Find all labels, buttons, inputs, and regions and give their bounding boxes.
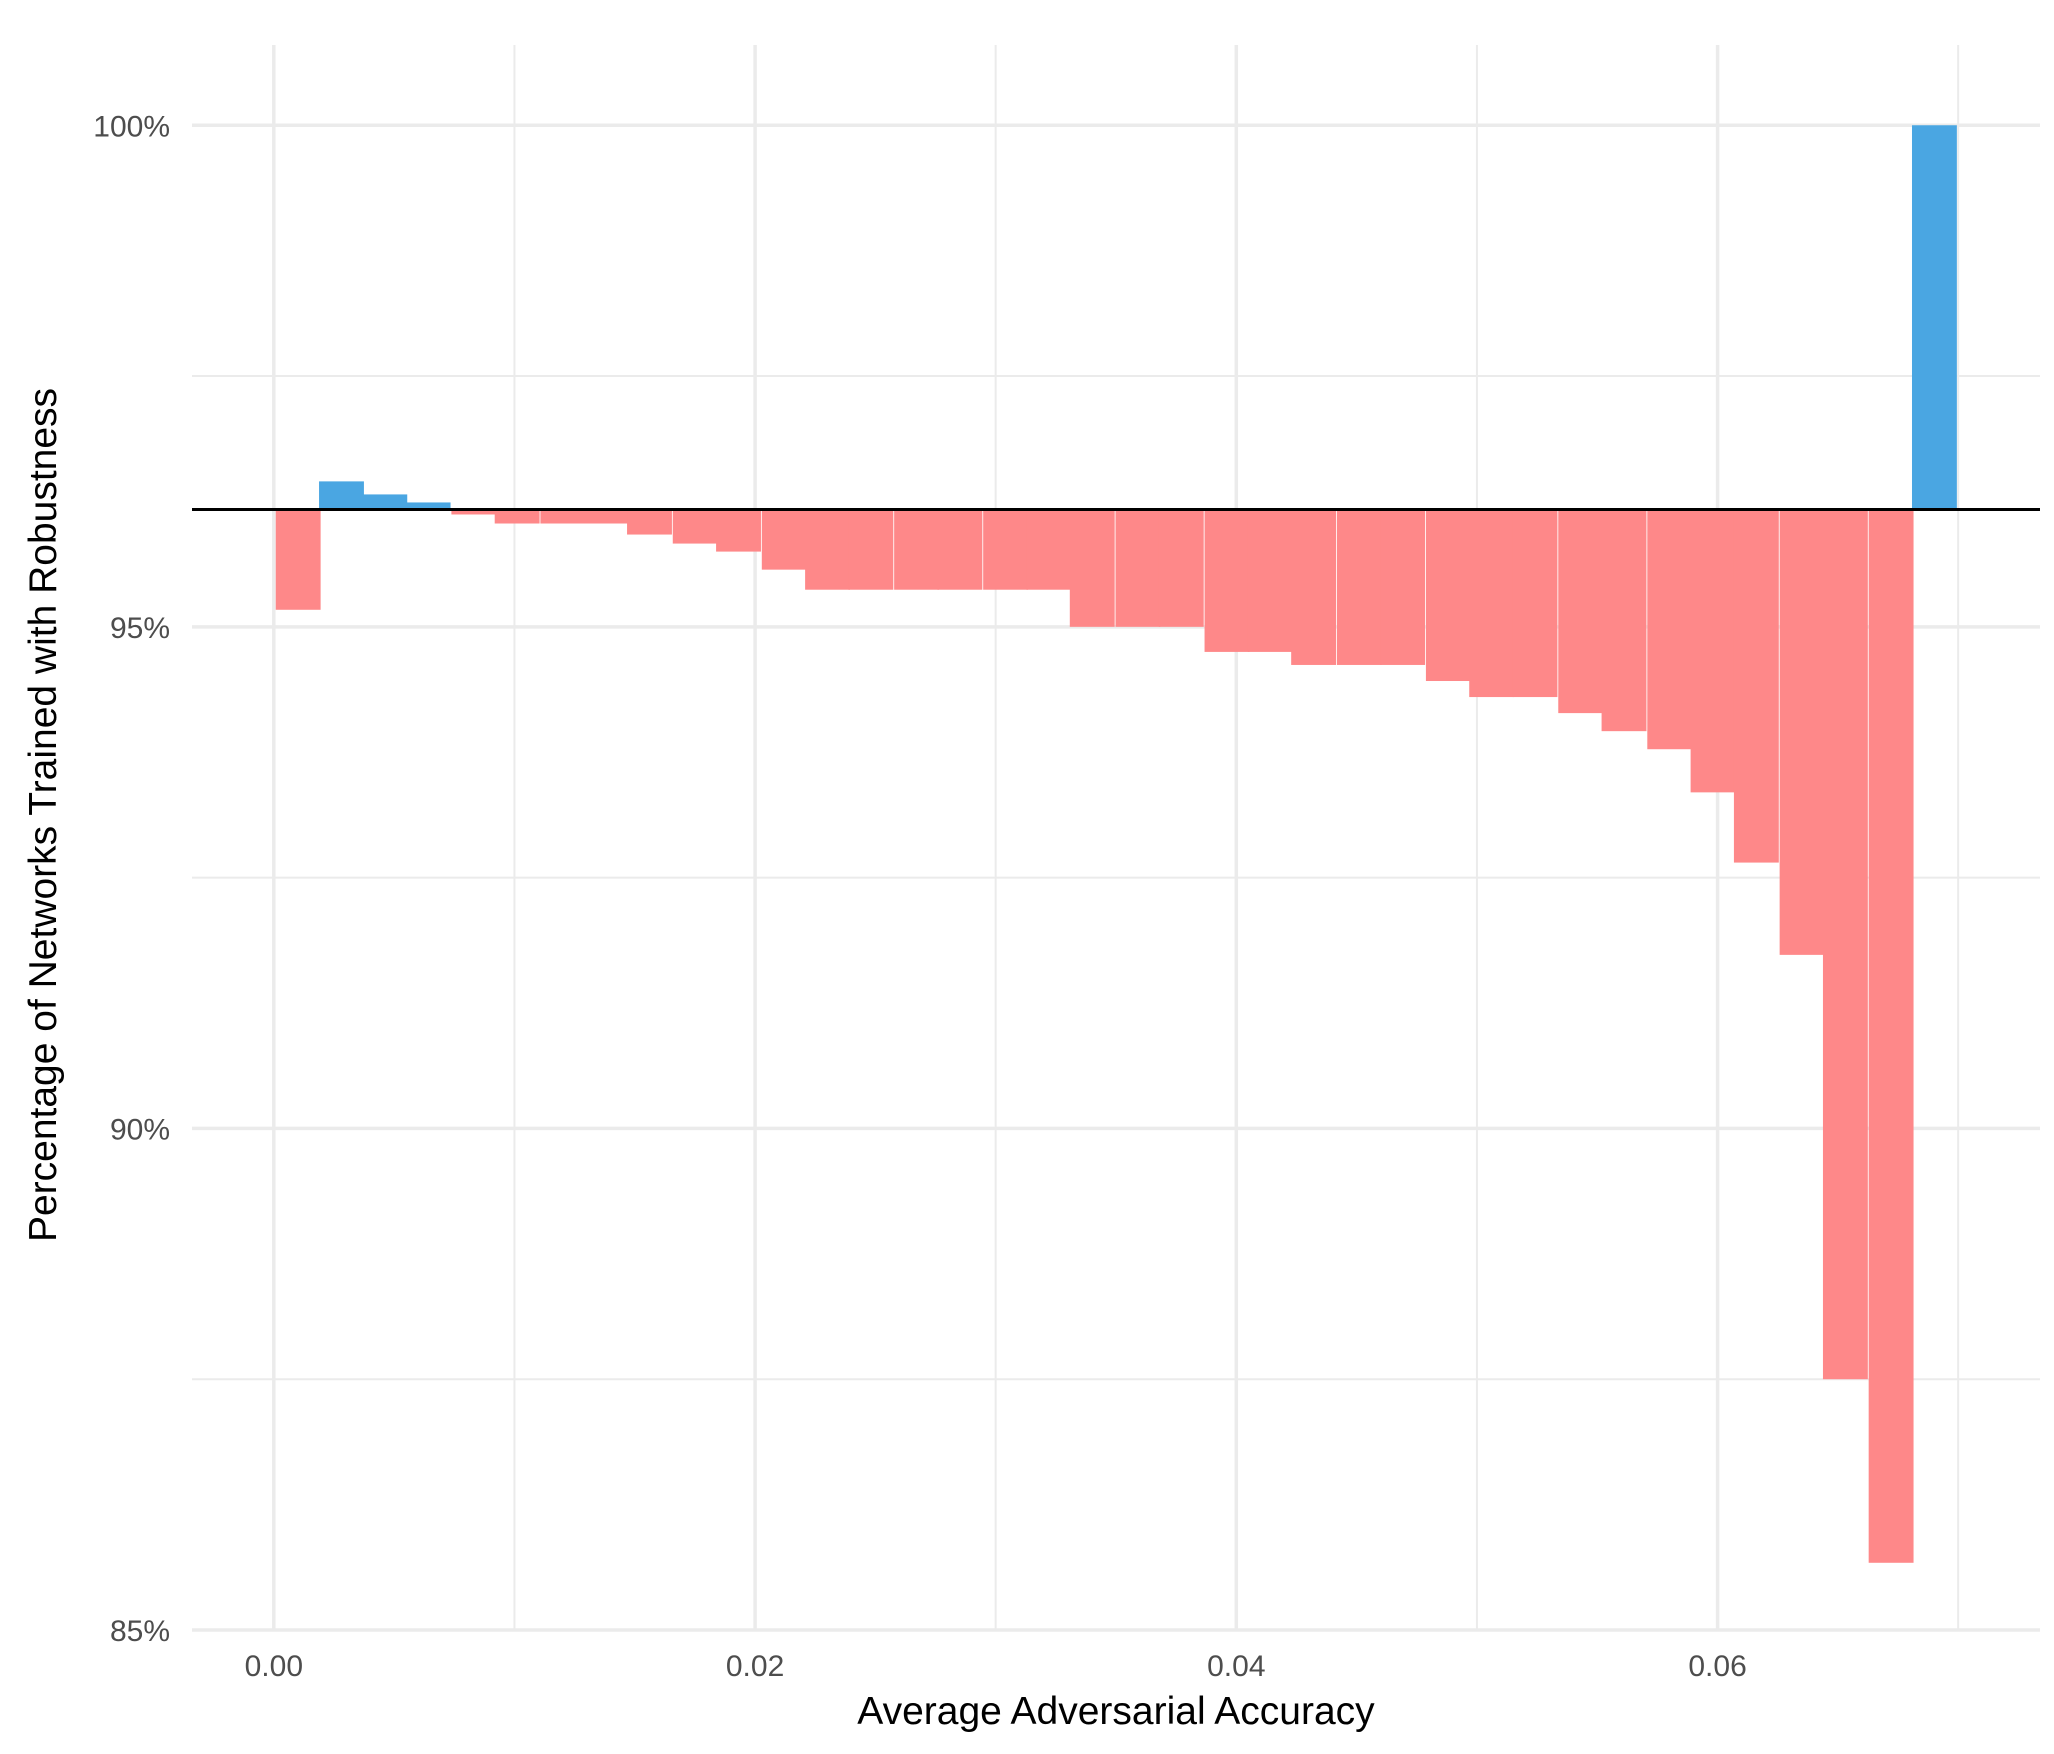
bar (716, 509, 761, 552)
bar (1069, 509, 1115, 627)
y-tick-label: 95% (110, 612, 170, 645)
bar (1425, 509, 1471, 682)
bar (805, 509, 850, 590)
bar (1336, 509, 1382, 665)
bar (275, 509, 321, 610)
bar (672, 509, 718, 544)
x-axis-title: Average Adversarial Accuracy (857, 1690, 1375, 1733)
bar (362, 494, 408, 510)
bar (1779, 509, 1825, 955)
bar (540, 509, 586, 524)
y-tick-label: 90% (110, 1113, 170, 1146)
bar (1115, 509, 1161, 627)
bar (1690, 509, 1736, 793)
bar (583, 509, 629, 524)
bar (894, 509, 940, 590)
x-tick-label: 0.02 (726, 1650, 784, 1683)
bar (1558, 509, 1604, 714)
x-tick-label: 0.06 (1688, 1650, 1746, 1683)
bar (983, 509, 1029, 590)
bar (1026, 509, 1072, 590)
bar (937, 509, 983, 590)
y-tick-label: 100% (93, 110, 170, 143)
bar (319, 481, 364, 510)
bar (1469, 509, 1515, 698)
bar (848, 509, 894, 590)
bar (1291, 509, 1337, 665)
bar (1601, 509, 1647, 732)
x-axis-tick-labels: 0.00 0.02 0.04 0.06 (245, 1650, 1747, 1683)
bar (627, 509, 672, 535)
bar (1647, 509, 1693, 750)
bar (494, 509, 540, 524)
bar (1247, 509, 1293, 652)
bar (1733, 509, 1779, 863)
bar (1380, 509, 1426, 665)
bar (1911, 125, 1957, 510)
y-axis-title: Percentage of Networks Trained with Robu… (22, 388, 65, 1242)
x-tick-label: 0.04 (1207, 1650, 1265, 1683)
bar (1204, 509, 1250, 652)
bar (1512, 509, 1558, 698)
bar (451, 509, 497, 515)
bar (1158, 509, 1204, 627)
bar (405, 502, 451, 510)
bar (761, 509, 807, 570)
bar (1822, 509, 1868, 1380)
bars (275, 125, 1957, 1563)
y-axis-tick-labels: 85% 90% 95% 100% (93, 110, 170, 1648)
y-tick-label: 85% (110, 1615, 170, 1648)
x-tick-label: 0.00 (245, 1650, 303, 1683)
bar (1868, 509, 1914, 1563)
